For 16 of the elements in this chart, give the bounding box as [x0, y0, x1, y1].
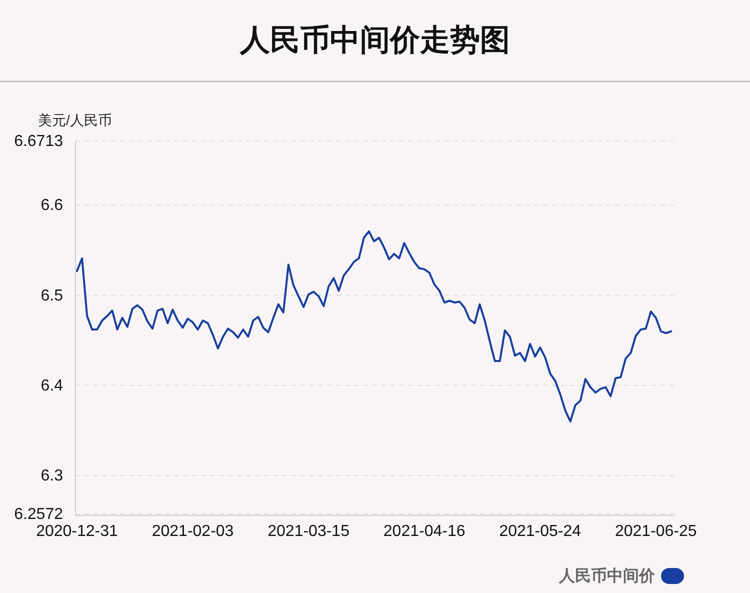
y-tick-label: 6.6	[40, 197, 64, 214]
y-tick-label: 6.6713	[14, 133, 64, 150]
x-tick-label: 2021-06-25	[614, 523, 697, 540]
chart-title: 人民币中间价走势图	[239, 24, 510, 57]
x-tick-label: 2020-12-31	[36, 523, 118, 540]
x-tick-label: 2021-04-16	[383, 523, 466, 540]
x-tick-label: 2021-03-15	[268, 523, 350, 540]
y-tick-label: 6.5	[40, 287, 64, 304]
x-tick-label: 2021-02-03	[152, 523, 234, 540]
x-tick-label: 2021-05-24	[499, 523, 582, 540]
y-tick-label: 6.2572	[14, 506, 64, 523]
y-tick-label: 6.3	[40, 467, 64, 484]
legend-label: 人民币中间价	[558, 567, 656, 585]
line-series	[76, 230, 672, 422]
y-axis-title: 美元/人民币	[38, 112, 112, 128]
y-tick-label: 6.4	[40, 377, 64, 394]
